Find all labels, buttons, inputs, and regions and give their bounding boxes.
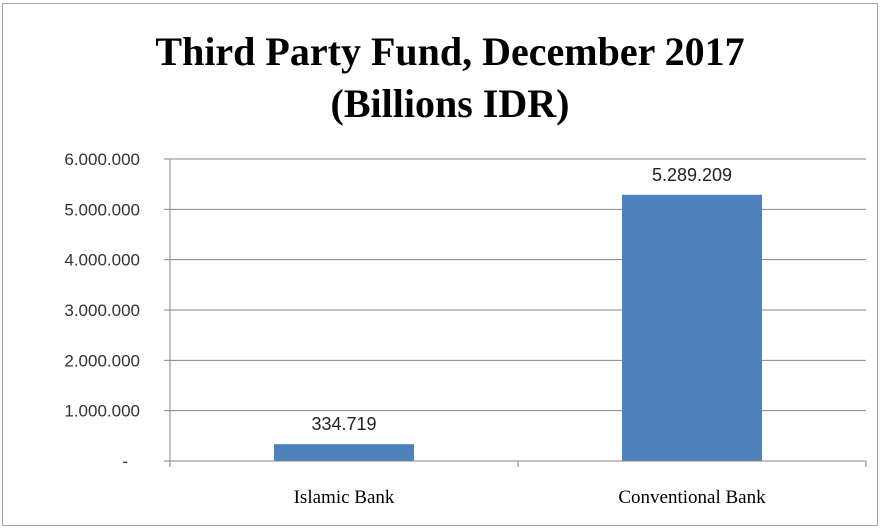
axes (164, 158, 867, 467)
x-category-label: Conventional Bank (618, 487, 766, 508)
y-tick-label: 2.000.000 (64, 351, 140, 370)
y-tick-label: 3.000.000 (64, 301, 140, 320)
labels: - 1.000.000 2.000.000 3.000.000 4.000.000 5.0… (64, 150, 766, 508)
y-tick-label: 5.000.000 (64, 200, 140, 219)
chart-title-line-1: Third Party Fund, December 2017 (155, 29, 744, 74)
y-tick-label: 1.000.000 (64, 402, 140, 421)
bars (274, 194, 762, 461)
data-label: 334.719 (311, 414, 376, 434)
bar (622, 194, 762, 461)
y-tick-label: 4.000.000 (64, 251, 140, 270)
data-label: 5.289.209 (652, 165, 732, 185)
chart-title-line-2: (Billions IDR) (331, 81, 570, 126)
y-tick-label: 6.000.000 (64, 150, 140, 169)
y-tick-label: - (122, 452, 128, 471)
bar (274, 444, 414, 461)
x-category-label: Islamic Bank (294, 487, 395, 508)
